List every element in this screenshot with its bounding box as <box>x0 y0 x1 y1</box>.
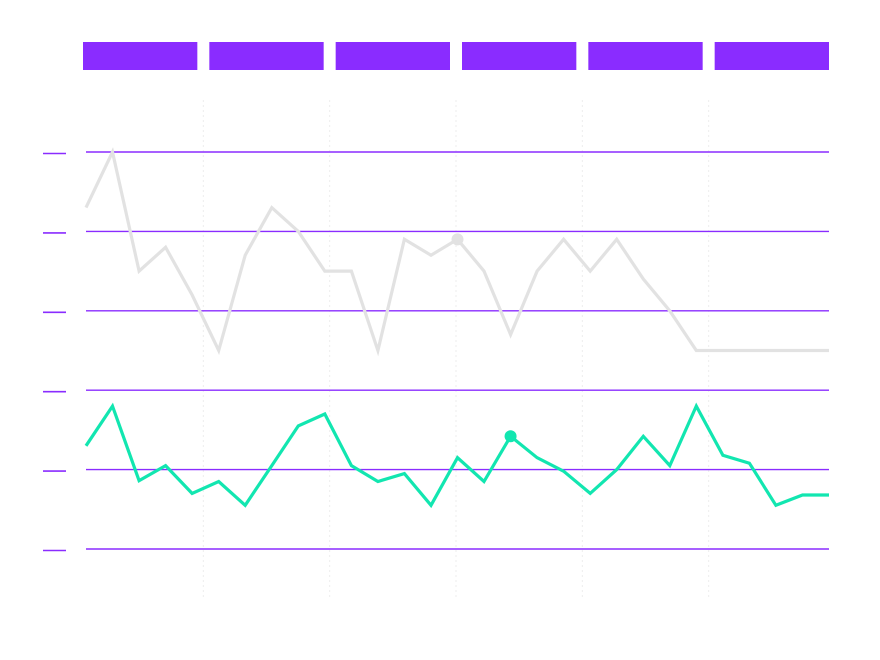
series-line-teal <box>84 402 829 509</box>
horizontal-gridlines <box>86 151 829 550</box>
header-segment <box>83 42 198 70</box>
header-segment <box>335 42 450 70</box>
header-bars <box>83 42 829 70</box>
series-layer <box>84 147 829 509</box>
series-line-gray <box>84 147 829 357</box>
vertical-gridlines <box>202 100 710 600</box>
header-segment <box>588 42 703 70</box>
header-segment <box>714 42 829 70</box>
highlight-point-teal <box>504 430 517 443</box>
header-segment <box>209 42 324 70</box>
header-segment <box>462 42 577 70</box>
y-tick-marks <box>43 152 66 552</box>
highlight-point-gray <box>451 233 464 246</box>
